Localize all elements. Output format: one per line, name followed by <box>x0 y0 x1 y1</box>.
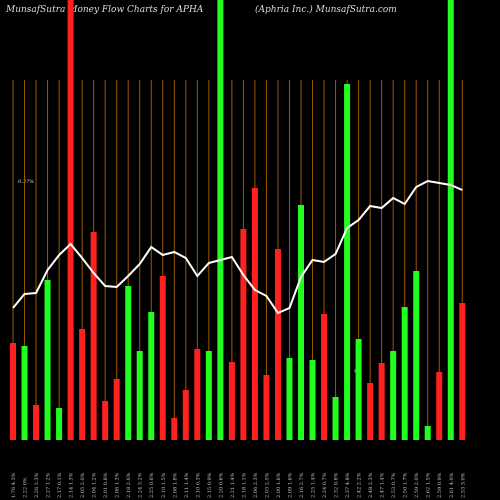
bar <box>263 375 270 440</box>
x-tick-label: 2.22 0% <box>23 477 29 498</box>
x-tick-label: 2.18 2.6% <box>126 472 132 498</box>
bar <box>401 307 408 440</box>
x-tick-label: 2.21 1.4% <box>230 472 236 498</box>
x-tick-label: 2.11 1.4% <box>184 472 190 498</box>
x-tick-label: 2.09 1.6% <box>287 472 293 498</box>
annotation: 0.37% <box>18 179 34 185</box>
x-tick-label: 2.26 2.3% <box>34 472 40 498</box>
x-tick-label: 2.32 0.8% <box>334 472 340 498</box>
bar <box>10 343 16 440</box>
bar <box>136 351 143 440</box>
bar <box>125 286 132 440</box>
chart-title: MunsafSutra Money Flow Charts for APHA <box>5 5 204 15</box>
bar <box>102 401 109 440</box>
x-tick-label: 2.06 1.3% <box>115 472 121 498</box>
bar <box>205 351 212 440</box>
bar <box>251 188 258 440</box>
bar <box>378 363 385 440</box>
annotation: $ <box>354 368 357 374</box>
x-tick-label: 2.50 1.7% <box>403 472 409 498</box>
bar <box>309 360 316 440</box>
bar <box>413 271 420 440</box>
bar <box>217 0 224 440</box>
bar <box>286 358 293 440</box>
x-tick-label: 2.17 0.1% <box>57 472 63 498</box>
price-line <box>12 179 463 315</box>
bar <box>459 303 466 440</box>
bar <box>21 346 28 440</box>
x-tick-label: 2.62 1.5% <box>426 472 432 498</box>
bar <box>390 351 397 440</box>
bar <box>332 397 339 440</box>
x-tick-label: 2.10 1.5% <box>161 472 167 498</box>
x-tick-label: 2.01 0.8% <box>103 472 109 498</box>
bar <box>367 383 374 440</box>
bar <box>321 314 328 440</box>
x-tick-label: 2.10 0.3% <box>195 472 201 498</box>
bar <box>44 280 51 440</box>
bar <box>79 329 86 440</box>
bar <box>228 362 235 440</box>
bar <box>33 405 40 440</box>
x-tick-label: 2.08 1.8% <box>172 472 178 498</box>
x-tick-label: 2.47 1.4% <box>380 472 386 498</box>
bar <box>424 426 431 440</box>
x-tick-label: 2.18 1.1% <box>241 472 247 498</box>
bar <box>274 249 281 440</box>
x-tick-label: 2.20 0.6% <box>218 472 224 498</box>
x-tick-label: 2.24 0.7% <box>322 472 328 498</box>
bar <box>298 205 304 440</box>
bar <box>436 372 443 440</box>
bar <box>67 0 74 440</box>
bar <box>113 379 120 440</box>
x-tick-label: 2.42 2.2% <box>357 472 363 498</box>
x-tick-label: 2.59 0.9% <box>437 472 443 498</box>
x-tick-label: 2.53 3.0% <box>460 472 466 498</box>
bar <box>344 84 351 440</box>
x-tick-label: 2.24 3.2% <box>138 472 144 498</box>
x-tick-label: 2.25 0.6% <box>149 472 155 498</box>
x-tick-label: 2.25 1.4% <box>311 472 317 498</box>
bar <box>447 0 454 440</box>
bar <box>194 349 201 440</box>
bar <box>171 418 178 440</box>
bar <box>355 339 362 440</box>
x-tick-label: 2.04 1.2% <box>92 472 98 498</box>
bar <box>90 232 97 440</box>
bar <box>56 408 63 440</box>
chart-subtitle: (Aphria Inc.) MunsafSutra.com <box>255 4 397 15</box>
bar <box>240 229 247 440</box>
x-tick-label: 2.53 0.7% <box>391 472 397 498</box>
x-tick-label: 2.37 4.8% <box>345 472 351 498</box>
x-tick-label: 2.00 1.6% <box>276 472 282 498</box>
x-tick-label: 2.15 0.9% <box>207 472 213 498</box>
bar <box>159 276 166 440</box>
bar <box>182 390 189 440</box>
x-tick-label: 2.27 1.2% <box>46 472 52 498</box>
x-tick-label: 2.59 2.0% <box>414 472 420 498</box>
x-tick-label: 2.06 2.3% <box>253 472 259 498</box>
x-tick-label: 2.05 2.0% <box>80 472 86 498</box>
x-tick-label: 2.16 2.7% <box>299 472 305 498</box>
x-tick-label: 2.14 1.3% <box>69 472 75 498</box>
x-tick-label: 2.48 2.3% <box>368 472 374 498</box>
bar <box>148 312 155 440</box>
x-tick-label: 2.03 2.5% <box>264 472 270 498</box>
x-tick-label: 2.61 4.0% <box>449 472 455 498</box>
x-tick-label: 1.76 4.3% <box>11 472 17 498</box>
